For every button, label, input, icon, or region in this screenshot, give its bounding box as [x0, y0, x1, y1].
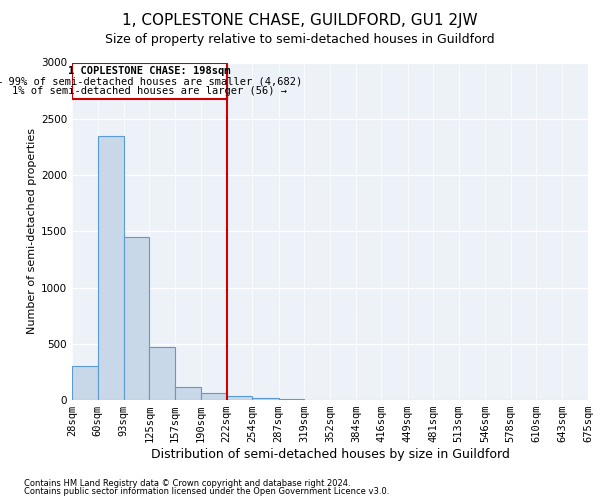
- Text: 1, COPLESTONE CHASE, GUILDFORD, GU1 2JW: 1, COPLESTONE CHASE, GUILDFORD, GU1 2JW: [122, 12, 478, 28]
- Bar: [72, 366, 98, 400]
- Text: 1 COPLESTONE CHASE: 198sqm: 1 COPLESTONE CHASE: 198sqm: [68, 66, 230, 76]
- Text: 1% of semi-detached houses are larger (56) →: 1% of semi-detached houses are larger (5…: [12, 86, 287, 96]
- Bar: [227, 396, 252, 400]
- Bar: [72, 62, 227, 98]
- Bar: [149, 347, 175, 400]
- Bar: [124, 237, 149, 400]
- X-axis label: Distribution of semi-detached houses by size in Guildford: Distribution of semi-detached houses by …: [151, 448, 509, 461]
- Text: ← 99% of semi-detached houses are smaller (4,682): ← 99% of semi-detached houses are smalle…: [0, 76, 302, 86]
- Y-axis label: Number of semi-detached properties: Number of semi-detached properties: [27, 128, 37, 334]
- Text: Size of property relative to semi-detached houses in Guildford: Size of property relative to semi-detach…: [105, 32, 495, 46]
- Text: Contains HM Land Registry data © Crown copyright and database right 2024.: Contains HM Land Registry data © Crown c…: [24, 478, 350, 488]
- Bar: [252, 398, 278, 400]
- Bar: [175, 386, 201, 400]
- Bar: [98, 136, 124, 400]
- Bar: [201, 394, 227, 400]
- Text: Contains public sector information licensed under the Open Government Licence v3: Contains public sector information licen…: [24, 487, 389, 496]
- Bar: [278, 399, 304, 400]
